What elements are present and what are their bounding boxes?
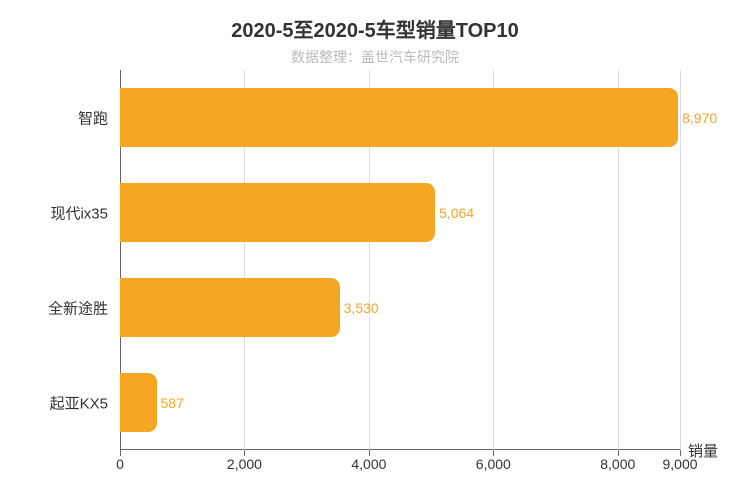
y-tick-label: 起亚KX5 bbox=[50, 392, 108, 413]
bar-value-label: 3,530 bbox=[344, 300, 379, 316]
bar bbox=[120, 373, 157, 432]
x-axis-title: 销量 bbox=[688, 440, 718, 461]
x-tick-label: 8,000 bbox=[600, 456, 635, 472]
bar-value-label: 8,970 bbox=[682, 110, 717, 126]
x-axis-line bbox=[120, 449, 680, 450]
bar bbox=[120, 183, 435, 242]
bar bbox=[120, 88, 678, 147]
y-tick-label: 全新途胜 bbox=[48, 297, 108, 318]
chart-subtitle: 数据整理：盖世汽车研究院 bbox=[0, 47, 750, 67]
bar-value-label: 587 bbox=[161, 395, 184, 411]
chart-container: 2020-5至2020-5车型销量TOP10 数据整理：盖世汽车研究院 02,0… bbox=[0, 0, 750, 500]
y-tick-label: 现代ix35 bbox=[50, 202, 108, 223]
x-tick-label: 4,000 bbox=[351, 456, 386, 472]
bar bbox=[120, 278, 340, 337]
plot-area: 02,0004,0006,0008,0009,000智跑8,970现代ix355… bbox=[120, 70, 680, 450]
gridline bbox=[680, 70, 681, 450]
chart-title: 2020-5至2020-5车型销量TOP10 bbox=[0, 0, 750, 43]
x-tick-label: 6,000 bbox=[476, 456, 511, 472]
x-tick-label: 2,000 bbox=[227, 456, 262, 472]
y-tick-label: 智跑 bbox=[78, 107, 108, 128]
x-tick-label: 0 bbox=[116, 456, 124, 472]
bar-value-label: 5,064 bbox=[439, 205, 474, 221]
